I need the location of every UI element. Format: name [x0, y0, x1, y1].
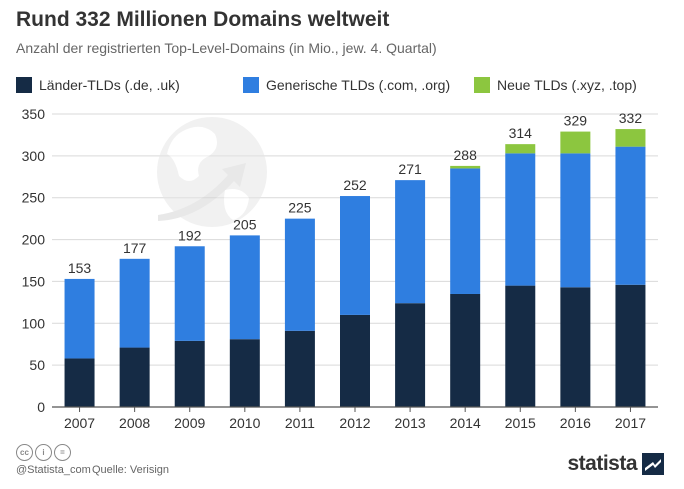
y-tick-label: 300	[22, 148, 46, 164]
x-tick-label: 2009	[174, 415, 205, 431]
y-tick-label: 0	[37, 399, 45, 415]
y-tick-label: 250	[22, 190, 46, 206]
bar-segment	[395, 180, 426, 304]
x-tick-label: 2015	[505, 415, 536, 431]
bars-layer	[64, 129, 646, 407]
globe-icon	[157, 117, 267, 227]
bar-segment	[340, 314, 370, 407]
bar-segment	[505, 153, 536, 286]
x-tick-label: 2014	[450, 415, 481, 431]
bar-segment	[119, 258, 150, 348]
bar-segment	[284, 330, 315, 407]
bar-segment	[560, 287, 591, 407]
bar-segment	[505, 144, 536, 154]
legend-label-laender: Länder-TLDs (.de, .uk)	[39, 77, 180, 93]
brand-text: statista	[567, 452, 637, 475]
bar-segment	[560, 131, 591, 154]
bar-segment	[119, 347, 150, 407]
total-data-label: 314	[509, 125, 533, 141]
attribution-icon: i	[35, 444, 52, 461]
chart-subtitle: Anzahl der registrierten Top-Level-Domai…	[16, 40, 437, 56]
total-data-label: 329	[564, 113, 588, 129]
bar-segment	[615, 129, 646, 147]
x-tick-label: 2013	[395, 415, 426, 431]
bar-segment	[450, 165, 481, 169]
cc-license-icon: cc	[16, 444, 33, 461]
legend-label-generisch: Generische TLDs (.com, .org)	[266, 77, 451, 93]
x-tick-label: 2017	[615, 415, 646, 431]
bar-segment	[64, 278, 95, 359]
axis-layer: 0 50 100 150 200 250 300 350 2007 2008 2009 2010 201…	[22, 106, 658, 431]
legend-label-neu: Neue TLDs (.xyz, .top)	[497, 77, 637, 93]
legend-item-laender: Länder-TLDs (.de, .uk)	[16, 77, 180, 93]
statista-logo-icon	[642, 453, 664, 475]
total-data-label: 177	[123, 240, 147, 256]
bar-segment	[229, 339, 260, 407]
bar-segment	[229, 235, 260, 340]
no-derivatives-icon: =	[54, 444, 71, 461]
total-data-label: 271	[398, 161, 422, 177]
legend: Länder-TLDs (.de, .uk) Generische TLDs (…	[16, 77, 666, 99]
x-tick-label: 2010	[229, 415, 260, 431]
y-tick-label: 200	[22, 232, 46, 248]
bar-segment	[505, 285, 536, 407]
x-tick-label: 2008	[119, 415, 150, 431]
chart-title: Rund 332 Millionen Domains weltweit	[16, 8, 390, 31]
bar-segment	[284, 218, 315, 331]
x-tick-label: 2007	[64, 415, 95, 431]
total-data-label: 332	[619, 110, 643, 126]
bar-segment	[615, 284, 646, 407]
bar-segment	[560, 153, 591, 288]
legend-swatch-generisch	[243, 77, 259, 93]
labels-layer: 153 177 192 205 225 252 271 288 314 329 332	[68, 110, 642, 276]
bar-segment	[174, 246, 205, 341]
x-tick-label: 2012	[339, 415, 370, 431]
statista-logo[interactable]: statista	[567, 452, 664, 476]
x-tick-label: 2011	[285, 415, 315, 431]
bar-segment	[64, 358, 95, 407]
bar-segment	[340, 196, 370, 315]
total-data-label: 205	[233, 216, 257, 232]
y-tick-label: 100	[22, 315, 46, 331]
legend-swatch-neu	[474, 77, 490, 93]
y-tick-label: 50	[29, 357, 45, 373]
total-data-label: 252	[343, 177, 367, 193]
total-data-label: 153	[68, 260, 92, 276]
y-tick-label: 350	[22, 106, 46, 122]
statista-handle[interactable]: @Statista_com	[16, 464, 91, 476]
total-data-label: 225	[288, 200, 312, 216]
license-icons: cc i =	[16, 444, 71, 461]
total-data-label: 288	[454, 147, 478, 163]
bar-segment	[450, 293, 481, 407]
legend-item-generisch: Generische TLDs (.com, .org)	[243, 77, 450, 93]
bar-segment	[395, 303, 426, 407]
y-tick-label: 150	[22, 273, 46, 289]
legend-item-neu: Neue TLDs (.xyz, .top)	[474, 77, 637, 93]
bar-segment	[615, 146, 646, 285]
x-tick-label: 2016	[560, 415, 591, 431]
source-text: Quelle: Verisign	[92, 464, 170, 476]
bar-segment	[450, 168, 481, 294]
total-data-label: 192	[178, 227, 202, 243]
legend-swatch-laender	[16, 77, 32, 93]
bar-segment	[174, 340, 205, 407]
